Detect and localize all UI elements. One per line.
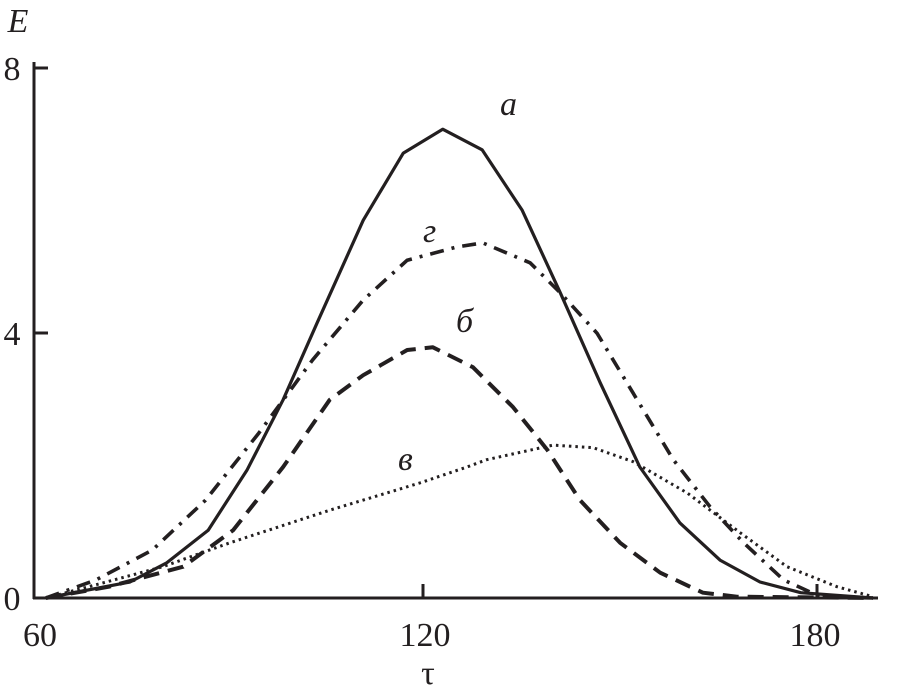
y-tick-label-4: 4 xyxy=(4,316,21,353)
curves xyxy=(45,127,874,600)
series-line-0 xyxy=(45,127,874,600)
series-line-1 xyxy=(45,345,874,600)
x-tick-label-60: 60 xyxy=(23,617,57,654)
x-axis-label: τ xyxy=(421,655,435,692)
curve-label-b: б xyxy=(456,303,475,340)
curve-label-v: в xyxy=(398,441,413,478)
x-tick-label-120: 120 xyxy=(400,617,451,654)
y-tick-label-8: 8 xyxy=(4,51,21,88)
y-tick-label-0: 0 xyxy=(4,581,21,618)
y-axis-label: E xyxy=(7,3,29,40)
x-tick-label-180: 180 xyxy=(790,617,841,654)
curve-label-a: а xyxy=(500,86,517,123)
series-line-2 xyxy=(45,443,874,600)
curve-label-g: г xyxy=(423,213,436,250)
series-line-3 xyxy=(45,241,874,600)
